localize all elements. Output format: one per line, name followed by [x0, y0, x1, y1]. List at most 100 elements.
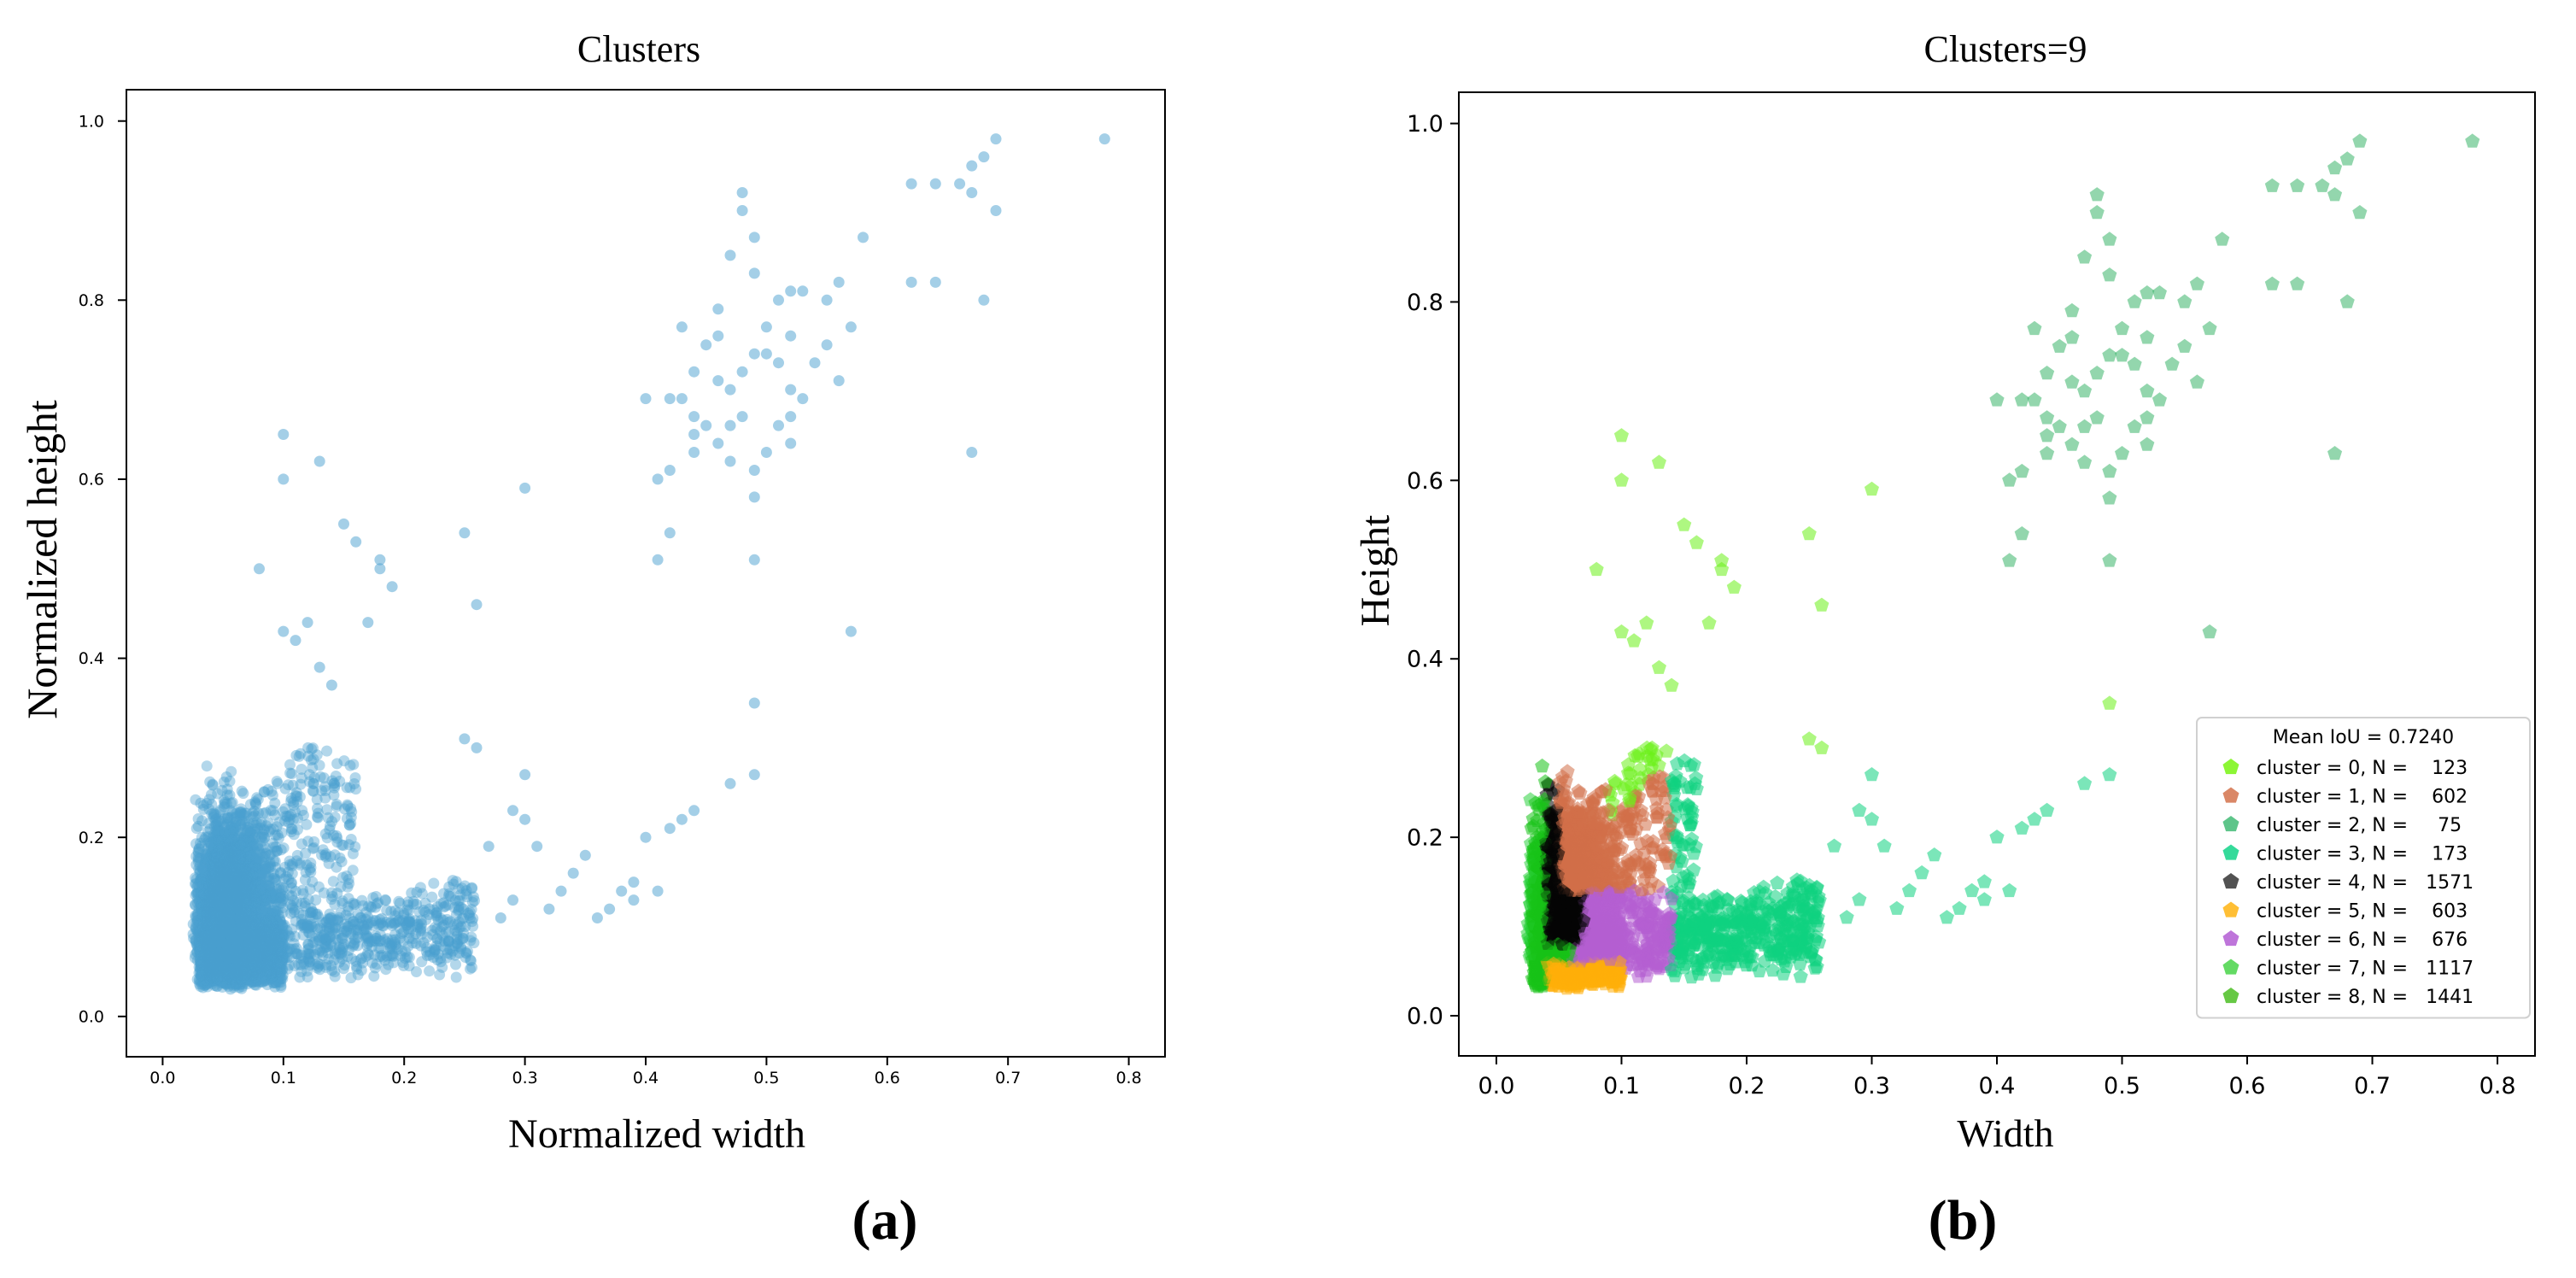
panel-a-point — [345, 972, 357, 984]
panel-a-point — [227, 947, 239, 958]
panel-a-point — [220, 850, 231, 862]
panel-a-point — [448, 940, 460, 952]
panel-a-point — [247, 974, 259, 986]
panel-a-point — [249, 895, 261, 907]
panel-a-point — [350, 783, 362, 795]
panel-a-point — [191, 925, 203, 936]
panel-a-point — [214, 949, 226, 961]
panel-a-point — [226, 829, 238, 841]
panel-a-point — [307, 912, 319, 923]
panel-a-point — [427, 952, 439, 964]
panel-a-point — [211, 898, 223, 910]
panel-a-point — [250, 942, 262, 954]
panel-a-point — [222, 879, 234, 891]
panel-a-point — [230, 960, 241, 972]
panel-a-point — [206, 847, 217, 859]
panel-a-point — [216, 885, 228, 897]
panel-a-point — [199, 963, 211, 975]
panel-a-point — [266, 957, 278, 969]
panel-a-point — [217, 911, 229, 922]
panel-a-point — [257, 947, 269, 959]
panel-a-point — [228, 876, 240, 888]
panel-a-point — [219, 935, 231, 947]
panel-a-point — [208, 980, 220, 992]
panel-a-point — [261, 943, 273, 955]
panel-a-point — [267, 918, 279, 930]
panel-a-point — [231, 967, 243, 979]
panel-a-point — [203, 909, 215, 921]
panel-a-point — [221, 884, 233, 896]
panel-a-point — [238, 930, 250, 942]
panel-a-point — [225, 765, 237, 777]
panel-a-point — [368, 970, 380, 982]
panel-a-point — [239, 951, 251, 963]
panel-a-point — [224, 932, 236, 944]
panel-a-point — [237, 880, 249, 892]
panel-a-point — [243, 889, 255, 901]
panel-a-point — [285, 907, 296, 919]
panel-a-point — [319, 961, 331, 973]
panel-a-point — [209, 956, 221, 968]
panel-a-point — [428, 877, 440, 889]
panel-a-point — [232, 885, 244, 897]
panel-a-point — [269, 953, 281, 964]
panel-a-point — [216, 910, 228, 922]
panel-a-point — [228, 951, 239, 963]
panel-a-point — [454, 916, 465, 928]
panel-a-point — [344, 782, 356, 794]
panel-a-point — [197, 958, 209, 970]
panel-a-point — [194, 966, 206, 978]
panel-a-point — [226, 917, 238, 929]
panel-a-point — [231, 889, 243, 901]
panel-a-point — [411, 966, 422, 977]
panel-a-point — [246, 976, 258, 988]
panel-a-point — [249, 935, 261, 947]
panel-a-point — [205, 946, 217, 958]
panel-a-point — [196, 962, 208, 974]
panel-a-point — [214, 832, 225, 843]
panel-a-point — [231, 904, 243, 916]
panel-a-point — [215, 959, 226, 971]
panel-a-point — [266, 932, 278, 944]
panel-a-point — [341, 782, 353, 794]
panel-a-point — [248, 947, 260, 958]
panel-a-point — [241, 921, 252, 933]
panel-a-point — [233, 968, 245, 980]
panel-a-point — [194, 929, 206, 941]
panel-a-point — [198, 947, 210, 959]
panel-a-point — [406, 887, 418, 899]
panel-a-point — [331, 830, 342, 841]
panel-a-point — [220, 922, 232, 934]
panel-a-point — [260, 863, 272, 875]
panel-a-point — [240, 974, 252, 986]
panel-a-point — [266, 935, 278, 947]
panel-a-point — [240, 935, 252, 947]
panel-a-point — [197, 920, 209, 932]
panel-a-point — [224, 922, 236, 933]
panel-a-point — [226, 915, 238, 927]
panel-a-point — [189, 952, 201, 964]
panel-a-point — [202, 927, 214, 939]
panel-a-point — [232, 926, 244, 938]
panel-a-point — [205, 893, 217, 905]
panel-a-point — [193, 974, 205, 986]
panel-a-point — [212, 878, 224, 890]
panel-a-point — [233, 951, 245, 963]
panel-a-point — [465, 935, 477, 947]
panel-a-point — [239, 951, 251, 963]
panel-a-point — [261, 923, 272, 935]
panel-a-point — [228, 883, 240, 895]
panel-a-point — [277, 925, 289, 937]
panel-a-point — [218, 913, 230, 924]
panel-a-point — [194, 954, 206, 966]
panel-a-point — [212, 858, 224, 869]
panel-a-point — [217, 862, 228, 874]
panel-a-point — [221, 901, 233, 913]
panel-a-point — [214, 950, 226, 962]
panel-a-point — [241, 850, 253, 862]
panel-a-point — [240, 861, 252, 873]
panel-a-point — [233, 859, 245, 871]
panel-a-point — [458, 927, 469, 939]
panel-a-point — [252, 823, 264, 835]
panel-a-point — [218, 868, 230, 880]
